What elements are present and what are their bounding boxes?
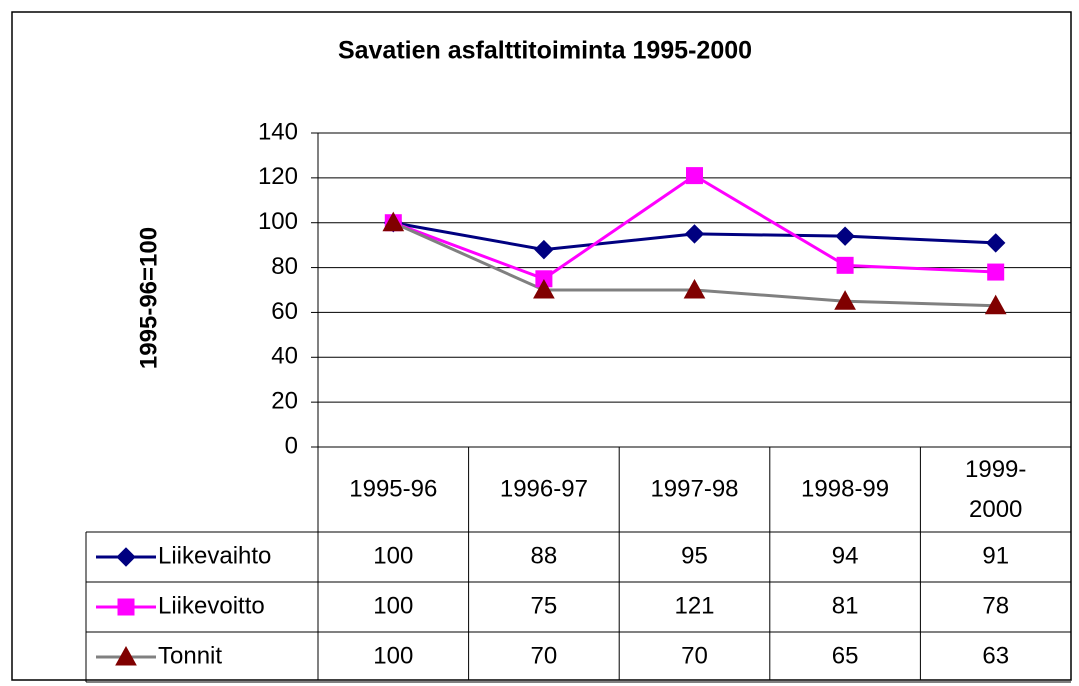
- x-tick-label: 1995-96: [349, 475, 437, 502]
- chart-title: Savatien asfalttitoiminta 1995-2000: [338, 37, 752, 65]
- marker: [834, 290, 856, 310]
- table-value: 81: [832, 592, 859, 619]
- y-tick-label: 140: [258, 118, 298, 145]
- table-value: 63: [982, 642, 1009, 669]
- marker: [117, 598, 135, 616]
- table-value: 70: [681, 642, 708, 669]
- table-value: 100: [373, 592, 413, 619]
- marker: [987, 263, 1005, 281]
- table-value: 100: [373, 542, 413, 569]
- table-value: 121: [674, 592, 714, 619]
- y-tick-label: 20: [271, 387, 298, 414]
- y-tick-label: 40: [271, 343, 298, 370]
- marker: [985, 233, 1006, 253]
- marker: [836, 256, 854, 274]
- marker: [683, 278, 706, 299]
- legend-label: Tonnit: [158, 642, 222, 669]
- y-tick-label: 0: [285, 432, 298, 459]
- table-value: 75: [531, 592, 558, 619]
- marker: [116, 547, 136, 567]
- x-tick-label: 1997-98: [650, 475, 738, 502]
- marker: [684, 224, 705, 244]
- table-value: 70: [531, 642, 558, 669]
- marker: [382, 211, 405, 232]
- y-tick-label: 120: [258, 163, 298, 190]
- marker: [984, 294, 1007, 315]
- marker: [835, 226, 855, 246]
- marker: [686, 167, 703, 185]
- table-value: 100: [373, 642, 413, 669]
- table-value: 95: [681, 542, 708, 569]
- table-value: 91: [982, 542, 1009, 569]
- y-tick-label: 80: [271, 253, 298, 280]
- x-tick-label: 1998-99: [801, 475, 889, 502]
- legend-label: Liikevaihto: [158, 542, 271, 569]
- marker: [115, 645, 137, 666]
- marker: [534, 239, 554, 260]
- y-axis-label: 1995-96=100: [135, 227, 162, 369]
- legend-label: Liikevoitto: [158, 592, 265, 619]
- x-tick-label: 1999-2000: [965, 456, 1026, 523]
- table-value: 94: [832, 542, 859, 569]
- x-tick-label: 1996-97: [500, 475, 588, 502]
- y-tick-label: 100: [258, 208, 298, 235]
- marker: [533, 278, 555, 299]
- table-value: 78: [982, 592, 1009, 619]
- table-value: 65: [832, 642, 859, 669]
- table-value: 88: [531, 542, 558, 569]
- chart-border: [11, 11, 1072, 681]
- y-tick-label: 60: [271, 298, 298, 325]
